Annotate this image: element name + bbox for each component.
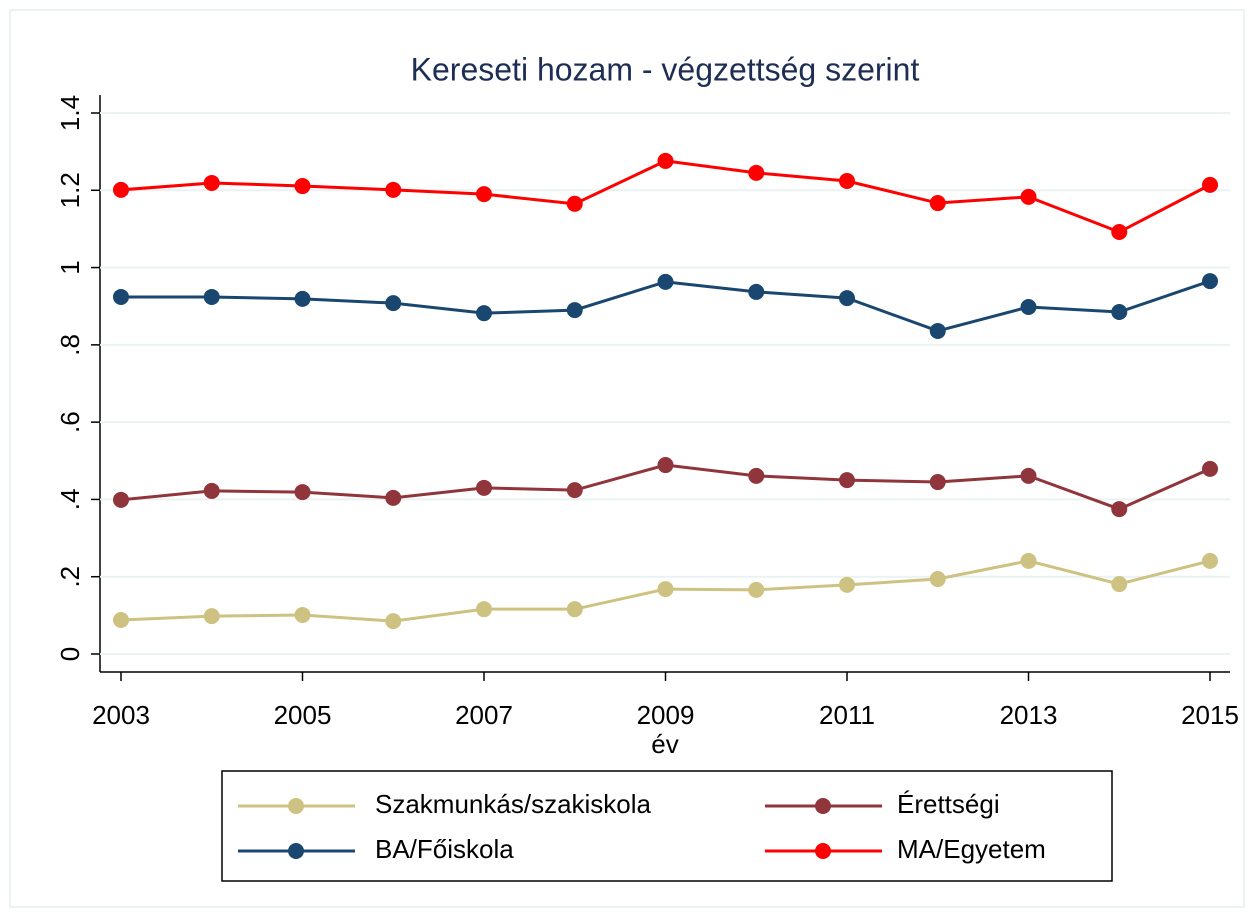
legend-box xyxy=(221,770,1113,882)
point xyxy=(203,288,220,305)
y-tick-label: 1 xyxy=(55,260,85,274)
point xyxy=(113,491,129,508)
legend-marker xyxy=(288,798,304,814)
point xyxy=(203,608,220,625)
point xyxy=(657,273,674,290)
point xyxy=(748,467,765,484)
point xyxy=(839,472,855,489)
point xyxy=(839,576,855,593)
y-tick-label: 0 xyxy=(55,647,85,661)
point xyxy=(294,484,311,501)
legend-label: BA/Főiskola xyxy=(375,834,514,864)
point xyxy=(476,601,492,618)
point xyxy=(1111,304,1128,321)
point xyxy=(566,482,583,499)
point xyxy=(1020,188,1037,205)
point xyxy=(1202,273,1218,290)
point xyxy=(113,611,129,628)
x-tick-label: 2007 xyxy=(455,700,513,730)
legend-marker xyxy=(288,843,304,859)
point xyxy=(748,164,765,181)
y-tick-label: 1.2 xyxy=(55,172,85,208)
point xyxy=(657,457,674,474)
point xyxy=(203,482,220,499)
point xyxy=(1202,176,1218,193)
point xyxy=(1202,460,1218,477)
point xyxy=(294,178,311,195)
point xyxy=(113,181,129,198)
x-tick-label: 2011 xyxy=(819,700,875,730)
x-axis-label: év xyxy=(651,729,678,759)
chart-title: Kereseti hozam - végzettség szerint xyxy=(411,51,920,87)
point xyxy=(929,571,946,588)
point xyxy=(203,174,220,191)
y-tick-label: 1.4 xyxy=(55,95,85,131)
x-tick-label: 2009 xyxy=(637,700,695,730)
x-tick-label: 2013 xyxy=(1000,700,1058,730)
point xyxy=(1111,501,1128,518)
point xyxy=(839,173,855,190)
point xyxy=(566,195,583,212)
point xyxy=(294,290,311,307)
point xyxy=(1020,467,1037,484)
point xyxy=(1111,576,1128,593)
point xyxy=(1111,224,1128,241)
legend-marker xyxy=(815,798,831,814)
legend-marker xyxy=(815,843,831,859)
point xyxy=(839,290,855,307)
x-tick-label: 2015 xyxy=(1181,700,1239,730)
point xyxy=(1020,552,1037,569)
point xyxy=(476,479,492,496)
y-tick-label: .8 xyxy=(55,334,85,356)
point xyxy=(476,305,492,322)
point xyxy=(657,581,674,598)
legend-label: Szakmunkás/szakiskola xyxy=(375,789,652,819)
point xyxy=(476,186,492,203)
legend-label: Érettségi xyxy=(897,789,1000,819)
point xyxy=(748,581,765,598)
x-tick-label: 2003 xyxy=(92,700,150,730)
frame xyxy=(9,9,1245,908)
y-tick-label: .4 xyxy=(55,489,85,511)
point xyxy=(566,601,583,618)
y-tick-label: .2 xyxy=(55,566,85,588)
y-tick-label: .6 xyxy=(55,411,85,433)
legend-label: MA/Egyetem xyxy=(897,834,1046,864)
point xyxy=(929,322,946,339)
point xyxy=(385,613,402,630)
point xyxy=(113,288,129,305)
point xyxy=(294,606,311,623)
point xyxy=(385,489,402,506)
point xyxy=(657,152,674,169)
point xyxy=(929,195,946,212)
point xyxy=(1202,552,1218,569)
point xyxy=(929,474,946,491)
point xyxy=(385,295,402,312)
point xyxy=(566,302,583,319)
x-tick-label: 2005 xyxy=(274,700,332,730)
point xyxy=(1020,298,1037,315)
point xyxy=(748,283,765,300)
point xyxy=(385,181,402,198)
